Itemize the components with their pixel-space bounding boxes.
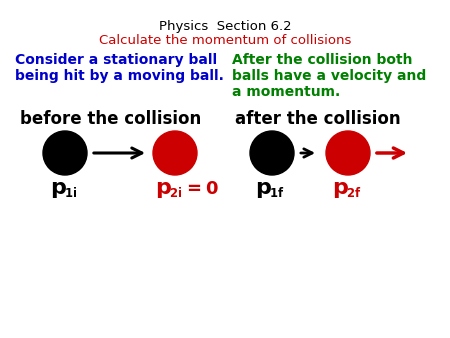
- Text: $\mathbf{p}$: $\mathbf{p}$: [155, 180, 172, 200]
- Text: Calculate the momentum of collisions: Calculate the momentum of collisions: [99, 34, 351, 47]
- Text: $\mathbf{_{2f}}$: $\mathbf{_{2f}}$: [346, 182, 361, 200]
- Text: Consider a stationary ball: Consider a stationary ball: [15, 53, 217, 67]
- Text: after the collision: after the collision: [235, 110, 400, 128]
- Circle shape: [153, 131, 197, 175]
- Text: $\mathbf{_{2i}}$: $\mathbf{_{2i}}$: [169, 182, 182, 200]
- Text: $\mathbf{p}$: $\mathbf{p}$: [255, 180, 272, 200]
- Text: $\mathbf{p}$: $\mathbf{p}$: [332, 180, 349, 200]
- Text: a momentum.: a momentum.: [232, 85, 340, 99]
- Circle shape: [43, 131, 87, 175]
- Text: $\mathbf{p}$: $\mathbf{p}$: [50, 180, 67, 200]
- Circle shape: [326, 131, 370, 175]
- Text: $\mathbf{_{1f}}$: $\mathbf{_{1f}}$: [269, 182, 284, 200]
- Text: balls have a velocity and: balls have a velocity and: [232, 69, 426, 83]
- Text: $\mathbf{= 0}$: $\mathbf{= 0}$: [183, 180, 219, 198]
- Text: being hit by a moving ball.: being hit by a moving ball.: [15, 69, 224, 83]
- Text: $\mathbf{_{1i}}$: $\mathbf{_{1i}}$: [64, 182, 77, 200]
- Text: Physics  Section 6.2: Physics Section 6.2: [159, 20, 291, 33]
- Text: before the collision: before the collision: [20, 110, 201, 128]
- Text: After the collision both: After the collision both: [232, 53, 413, 67]
- Circle shape: [250, 131, 294, 175]
